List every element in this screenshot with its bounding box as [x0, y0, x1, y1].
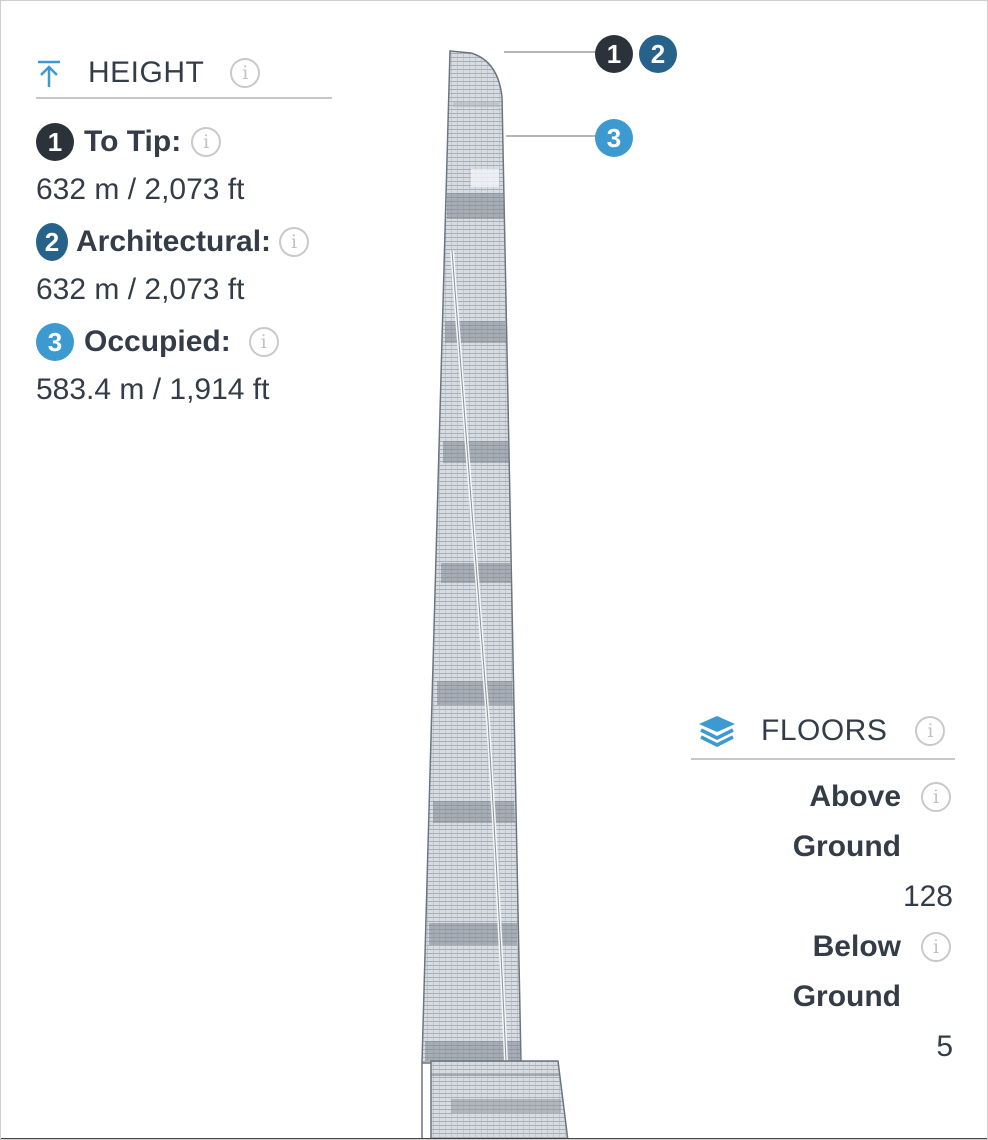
- to-tip-label: To Tip:: [84, 125, 182, 158]
- leader-badge-occupied: 3: [595, 119, 633, 157]
- info-icon[interactable]: i: [921, 932, 951, 962]
- info-icon[interactable]: i: [279, 227, 310, 257]
- above-ground-label-line2: Ground: [792, 830, 901, 863]
- above-ground-label-line1: Above: [809, 780, 901, 813]
- height-title: HEIGHT: [88, 56, 205, 89]
- below-ground-label-line1: Below: [812, 930, 901, 963]
- floors-title: FLOORS: [761, 714, 888, 747]
- arrow-up-to-line-icon: [36, 58, 62, 88]
- badge-1: 1: [36, 123, 74, 161]
- info-icon[interactable]: i: [191, 127, 222, 157]
- occupied-value: 583.4 m / 1,914 ft: [36, 373, 270, 406]
- info-icon[interactable]: i: [230, 58, 261, 88]
- info-icon[interactable]: i: [915, 716, 946, 746]
- architectural-row: 2 Architectural: i: [36, 223, 310, 261]
- floors-panel: FLOORS i: [691, 704, 955, 760]
- below-ground-label-line2: Ground: [792, 980, 901, 1013]
- occupied-row: 3 Occupied: i: [36, 323, 279, 361]
- height-panel: HEIGHT i: [36, 49, 332, 99]
- leader-badge-tip: 1: [595, 35, 633, 73]
- to-tip-row: 1 To Tip: i: [36, 123, 222, 161]
- to-tip-value: 632 m / 2,073 ft: [36, 173, 245, 206]
- floors-header: FLOORS i: [691, 704, 955, 760]
- above-ground-value: 128: [902, 880, 953, 913]
- architectural-value: 632 m / 2,073 ft: [36, 273, 245, 306]
- leader-badge-architectural: 2: [639, 35, 677, 73]
- layers-icon: [695, 714, 739, 748]
- badge-2: 2: [36, 223, 68, 261]
- below-ground-value: 5: [936, 1030, 953, 1063]
- badge-3: 3: [36, 323, 74, 361]
- occupied-label: Occupied:: [84, 325, 231, 358]
- architectural-label: Architectural:: [76, 225, 272, 258]
- info-icon[interactable]: i: [248, 327, 279, 357]
- height-header: HEIGHT i: [36, 49, 332, 99]
- info-icon[interactable]: i: [921, 782, 951, 812]
